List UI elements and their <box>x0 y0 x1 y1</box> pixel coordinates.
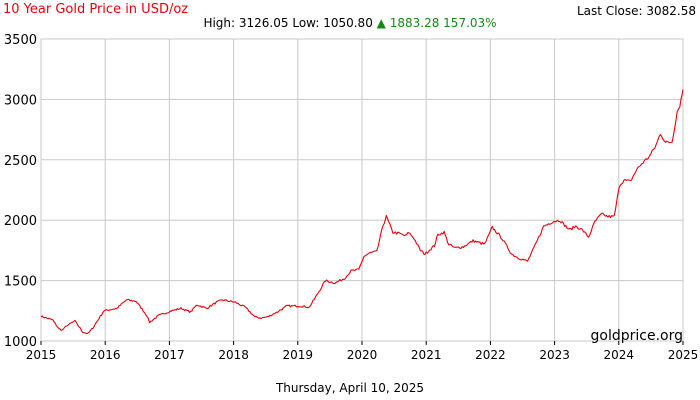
y-tick-label: 2000 <box>4 214 37 229</box>
last-close-value: 3082.58 <box>646 4 696 18</box>
change-arrow-icon: ▲ <box>376 16 386 30</box>
watermark: goldprice.org <box>591 328 683 344</box>
last-close: Last Close: 3082.58 <box>577 4 696 18</box>
y-tick-label: 1500 <box>4 275 37 290</box>
x-tick-label: 2018 <box>218 348 249 362</box>
x-tick-label: 2022 <box>475 348 506 362</box>
change-percent: 157.03% <box>443 16 497 30</box>
gold-price-line <box>40 89 684 335</box>
x-tick-label: 2021 <box>411 348 442 362</box>
y-tick-label: 3500 <box>4 33 37 48</box>
chart-grid <box>40 38 684 345</box>
x-tick-label: 2015 <box>26 348 57 362</box>
x-tick-label: 2020 <box>347 348 378 362</box>
x-tick-label: 2016 <box>90 348 121 362</box>
last-close-label: Last Close: <box>577 4 643 18</box>
price-stats: High: 3126.05 Low: 1050.80 ▲ 1883.28 157… <box>0 16 700 30</box>
high-label: High: <box>203 16 236 30</box>
change-value: 1883.28 <box>389 16 440 30</box>
x-tick-label: 2023 <box>539 348 570 362</box>
low-value: 1050.80 <box>323 16 373 30</box>
high-value: 3126.05 <box>238 16 289 30</box>
x-tick-label: 2024 <box>604 348 635 362</box>
chart-series <box>40 89 684 335</box>
low-label: Low: <box>292 16 320 30</box>
chart-tick-labels: 1000 1500 2000 2500 3000 3500 2015 2016 2017 2018… <box>4 33 698 362</box>
y-tick-label: 3000 <box>4 93 37 108</box>
x-tick-label: 2017 <box>154 348 185 362</box>
chart-date: Thursday, April 10, 2025 <box>275 381 425 395</box>
x-tick-label: 2019 <box>283 348 314 362</box>
y-tick-label: 2500 <box>4 154 37 169</box>
chart-title: 10 Year Gold Price in USD/oz <box>3 2 189 17</box>
x-tick-label: 2025 <box>668 348 699 362</box>
y-tick-label: 1000 <box>4 335 37 350</box>
